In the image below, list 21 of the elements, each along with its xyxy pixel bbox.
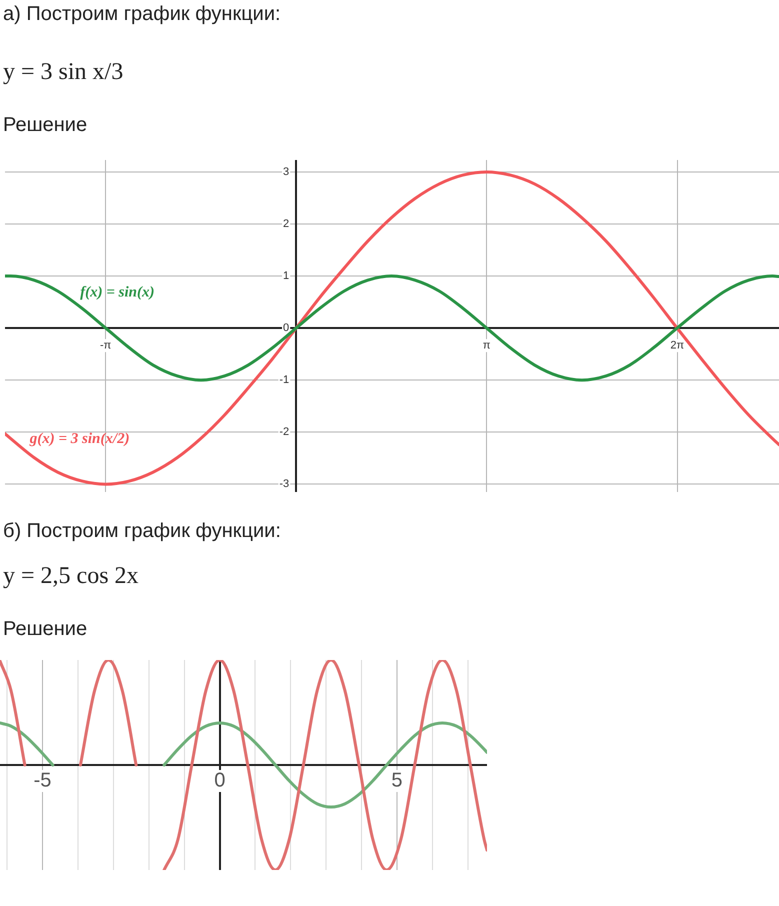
y-tick-label: 0 bbox=[283, 322, 290, 334]
x-tick-label: -π bbox=[100, 340, 112, 352]
y-tick-label: 3 bbox=[283, 166, 290, 178]
series-label: g(x) = 3 sin(x/2) bbox=[28, 430, 130, 447]
chart-subtitle: y = 3 sin x/3 bbox=[3, 58, 124, 86]
y-tick-label: 1 bbox=[283, 270, 290, 282]
y-tick-label: -2 bbox=[279, 426, 290, 438]
x-tick-label: 2π bbox=[670, 340, 685, 352]
y-tick-label: -1 bbox=[279, 374, 290, 386]
y-tick-label: 2 bbox=[283, 218, 290, 230]
chart-title: б) Построим график функции: bbox=[3, 519, 281, 543]
series-label: f(x) = sin(x) bbox=[80, 284, 154, 301]
x-tick-label: π bbox=[482, 340, 491, 352]
text: Решение bbox=[3, 113, 88, 137]
chart-subtitle: y = 2,5 cos 2x bbox=[3, 562, 139, 590]
x-tick-label: 5 bbox=[391, 770, 403, 792]
chart-title: а) Построим график функции: bbox=[3, 2, 281, 26]
x-tick-label: 0 bbox=[214, 770, 226, 792]
text: Решение bbox=[3, 617, 88, 641]
x-tick-label: -5 bbox=[34, 770, 52, 792]
y-tick-label: -3 bbox=[279, 478, 290, 490]
